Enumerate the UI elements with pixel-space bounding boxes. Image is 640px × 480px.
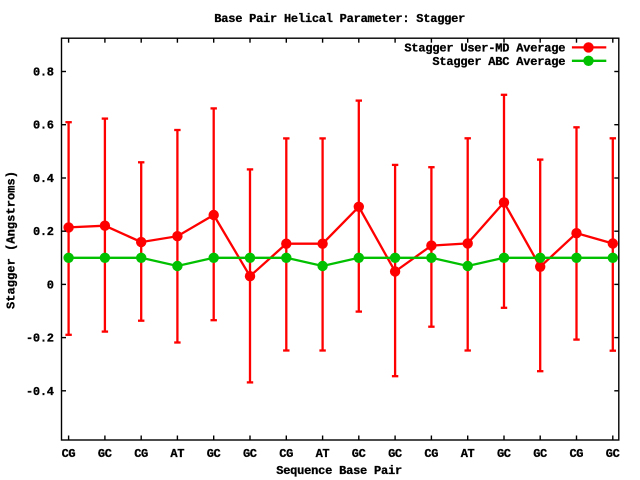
svg-text:-0.4: -0.4 — [26, 385, 54, 399]
svg-text:GC: GC — [352, 447, 366, 461]
svg-text:0: 0 — [47, 278, 54, 292]
svg-text:CG: CG — [62, 447, 76, 461]
svg-text:AT: AT — [316, 447, 330, 461]
svg-text:Sequence Base Pair: Sequence Base Pair — [276, 464, 402, 478]
svg-text:Stagger ABC Average: Stagger ABC Average — [432, 55, 565, 69]
svg-text:CG: CG — [570, 447, 584, 461]
svg-text:Base Pair Helical Parameter: S: Base Pair Helical Parameter: Stagger — [214, 12, 465, 26]
svg-text:0.4: 0.4 — [33, 172, 54, 186]
svg-text:CG: CG — [134, 447, 148, 461]
svg-text:GC: GC — [497, 447, 511, 461]
svg-text:GC: GC — [388, 447, 402, 461]
svg-text:0.8: 0.8 — [33, 66, 54, 80]
svg-text:GC: GC — [606, 447, 620, 461]
svg-text:GC: GC — [243, 447, 257, 461]
svg-text:-0.2: -0.2 — [26, 332, 54, 346]
svg-text:CG: CG — [424, 447, 438, 461]
svg-text:GC: GC — [207, 447, 221, 461]
svg-text:Stagger User-MD Average: Stagger User-MD Average — [404, 42, 565, 56]
svg-text:Stagger (Angstroms): Stagger (Angstroms) — [5, 171, 19, 309]
svg-text:CG: CG — [279, 447, 293, 461]
svg-text:AT: AT — [461, 447, 475, 461]
svg-text:GC: GC — [533, 447, 547, 461]
svg-text:AT: AT — [170, 447, 184, 461]
svg-text:GC: GC — [98, 447, 112, 461]
svg-text:0.2: 0.2 — [33, 225, 54, 239]
svg-text:0.6: 0.6 — [33, 119, 54, 133]
